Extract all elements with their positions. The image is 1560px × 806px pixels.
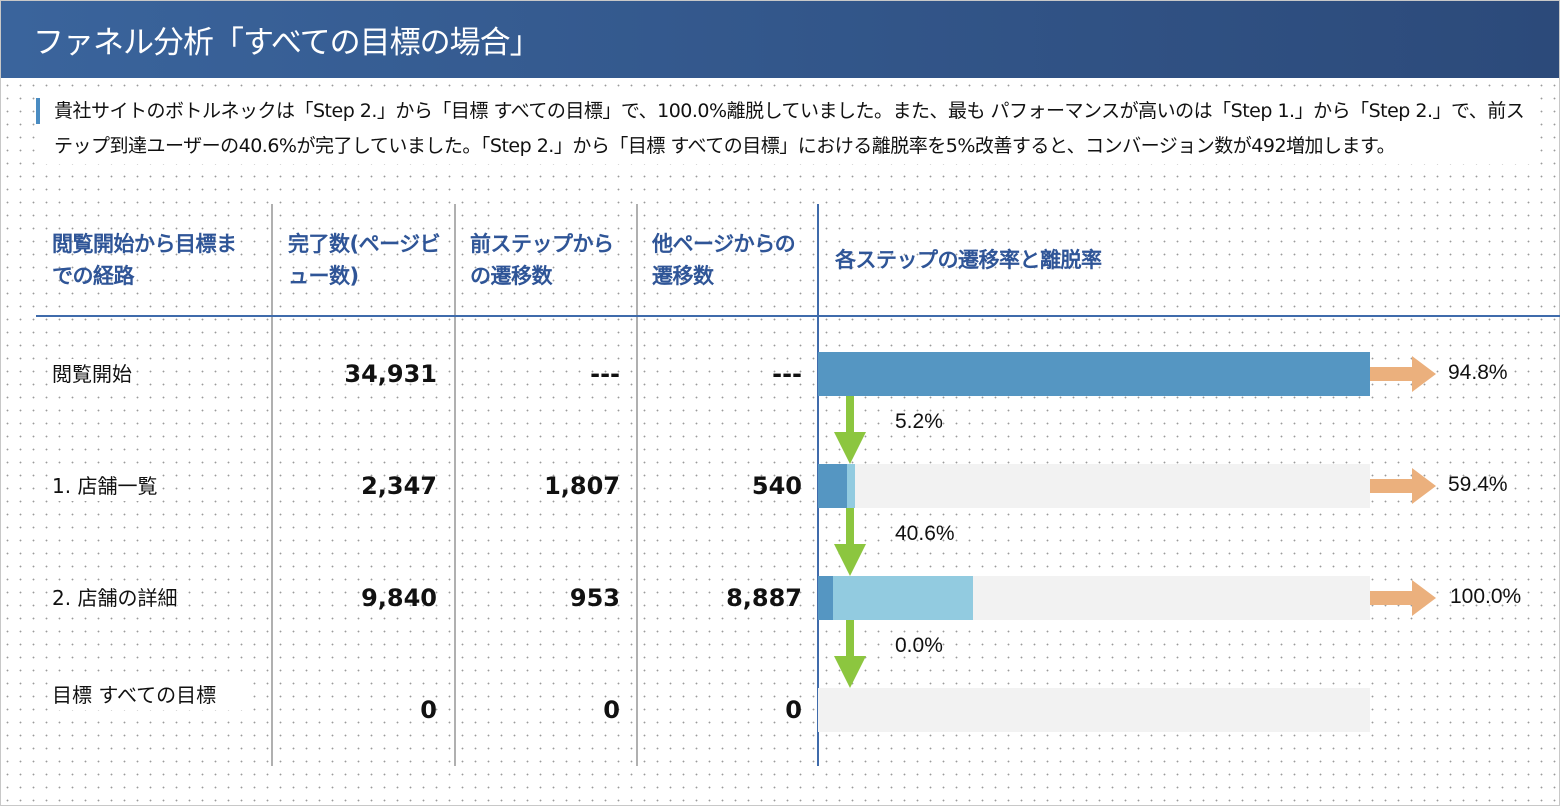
- col-header-path: 閲覧開始から目標までの経路: [52, 232, 237, 288]
- bar-from-other: [846, 464, 856, 508]
- divider: [636, 204, 638, 766]
- completed-count: 9,840: [361, 584, 437, 612]
- bar-from-prev: [818, 576, 834, 620]
- exit-arrow-icon: [1370, 468, 1436, 504]
- bar-from-prev: [818, 464, 847, 508]
- from-other-count: 0: [785, 696, 802, 724]
- from-prev-count: 0: [603, 696, 620, 724]
- row-label: 2. 店舗の詳細: [52, 583, 178, 613]
- bar-from-prev: [818, 352, 1370, 396]
- from-other-count: 8,887: [726, 584, 802, 612]
- col-header-completed: 完了数(ページビュー数): [288, 232, 441, 288]
- header-rule: [36, 315, 1560, 317]
- exit-arrow-icon: [1370, 356, 1436, 392]
- bar-track: [818, 688, 1370, 732]
- col-header-from-prev: 前ステップからの遷移数: [470, 232, 614, 288]
- col-header-from-other: 他ページからの遷移数: [652, 232, 796, 288]
- completed-count: 34,931: [344, 360, 437, 388]
- page-title: ファネル分析「すべての目標の場合」: [33, 25, 541, 61]
- transition-rate-label: 0.0%: [895, 634, 943, 657]
- divider: [454, 204, 456, 766]
- transition-arrow-icon: [834, 620, 866, 688]
- from-other-count: ---: [772, 360, 802, 388]
- exit-rate-label: 59.4%: [1448, 473, 1508, 496]
- exit-rate-label: 94.8%: [1448, 361, 1508, 384]
- transition-arrow-icon: [834, 508, 866, 576]
- bar-track: [818, 576, 1370, 620]
- exit-arrow-icon: [1370, 580, 1436, 616]
- bar-from-other: [833, 576, 974, 620]
- from-other-count: 540: [751, 472, 802, 500]
- col-header-rates: 各ステップの遷移率と離脱率: [835, 248, 1102, 272]
- title-bar: ファネル分析「すべての目標の場合」: [1, 1, 1559, 78]
- transition-rate-label: 5.2%: [895, 410, 943, 433]
- row-label: 閲覧開始: [52, 359, 132, 389]
- bar-track: [818, 464, 1370, 508]
- exit-rate-label: 100.0%: [1450, 585, 1522, 608]
- completed-count: 0: [420, 696, 437, 724]
- divider: [271, 204, 273, 766]
- completed-count: 2,347: [361, 472, 437, 500]
- bar-track: [818, 352, 1370, 396]
- row-label: 1. 店舗一覧: [52, 471, 158, 501]
- transition-arrow-icon: [834, 396, 866, 464]
- from-prev-count: 1,807: [544, 472, 620, 500]
- from-prev-count: ---: [590, 360, 620, 388]
- summary-text: 貴社サイトのボトルネックは「Step 2.」から「目標 すべての目標」で、100…: [36, 94, 1536, 164]
- row-label: 目標 すべての目標: [52, 680, 252, 710]
- transition-rate-label: 40.6%: [895, 522, 955, 545]
- from-prev-count: 953: [569, 584, 620, 612]
